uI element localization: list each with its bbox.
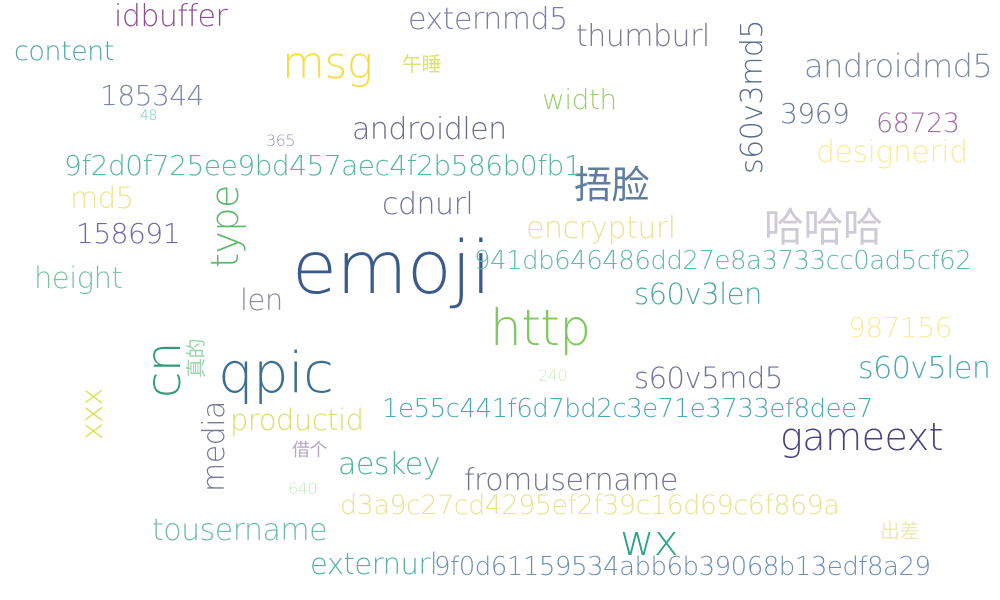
word-987156: 987156 bbox=[848, 311, 952, 344]
word-xxx: xxx bbox=[75, 388, 110, 440]
word-hahaha: 哈哈哈 bbox=[764, 205, 883, 251]
word-jiege: 借个 bbox=[292, 440, 328, 461]
word-hash-1e55c4: 1e55c441f6d7bd2c3e71e3733ef8dee7 bbox=[382, 394, 873, 424]
word-md5: md5 bbox=[70, 181, 134, 215]
word-365: 365 bbox=[266, 131, 296, 150]
word-http: http bbox=[490, 299, 591, 357]
word-msg: msg bbox=[282, 38, 373, 89]
word-640: 640 bbox=[288, 479, 318, 498]
word-androidlen: androidlen bbox=[352, 112, 507, 147]
word-zhende: 真的 bbox=[184, 339, 208, 378]
word-68723: 68723 bbox=[876, 108, 960, 139]
word-3969: 3969 bbox=[780, 97, 850, 130]
word-s60v5len: s60v5len bbox=[858, 351, 991, 386]
word-content: content bbox=[14, 36, 114, 67]
word-48: 48 bbox=[140, 108, 157, 124]
word-gameext: gameext bbox=[780, 415, 944, 459]
word-designerid: designerid bbox=[816, 135, 968, 170]
word-productid: productid bbox=[230, 403, 364, 437]
word-width: width bbox=[542, 83, 617, 116]
word-hash-941db6: 941db646486dd27e8a3733cc0ad5cf62 bbox=[474, 246, 972, 276]
word-chuchai: 出差 bbox=[880, 519, 920, 543]
word-cn: cn bbox=[136, 342, 192, 398]
word-tousername: tousername bbox=[152, 513, 328, 548]
word-240: 240 bbox=[538, 366, 568, 385]
word-cdnurl: cdnurl bbox=[382, 187, 474, 222]
word-qpic: qpic bbox=[218, 341, 334, 406]
word-idbuffer: idbuffer bbox=[114, 0, 228, 34]
word-fromusername: fromusername bbox=[464, 463, 678, 498]
word-encrypturl: encrypturl bbox=[526, 211, 676, 246]
word-type: type bbox=[203, 185, 247, 268]
word-s60v3len: s60v3len bbox=[634, 277, 762, 311]
word-media: media bbox=[197, 401, 232, 492]
word-externmd5: externmd5 bbox=[408, 2, 568, 37]
word-hash-d3a9c2: d3a9c27cd4295ef2f39c16d69c6f869a bbox=[340, 490, 840, 521]
word-wushui: 午睡 bbox=[402, 52, 442, 76]
word-aeskey: aeskey bbox=[338, 447, 441, 482]
word-s60v3md5: s60v3md5 bbox=[735, 20, 770, 174]
word-185344: 185344 bbox=[100, 79, 204, 112]
word-len: len bbox=[240, 283, 283, 317]
word-androidmd5: androidmd5 bbox=[804, 47, 993, 85]
word-wulian: 捂脸 bbox=[574, 163, 650, 207]
word-hash-9f2d0f: 9f2d0f725ee9bd457aec4f2b586b0fb1 bbox=[64, 149, 582, 182]
word-emoji: emoji bbox=[292, 226, 491, 311]
word-wx: wx bbox=[620, 516, 679, 565]
word-158691: 158691 bbox=[76, 217, 180, 250]
word-externurl: externurl bbox=[310, 547, 438, 581]
word-hash-9f0d61: 9f0d61159534abb6b39068b13edf8a29 bbox=[434, 552, 931, 582]
word-height: height bbox=[34, 261, 123, 295]
word-thumburl: thumburl bbox=[576, 19, 710, 54]
word-s60v5md5: s60v5md5 bbox=[634, 361, 783, 395]
